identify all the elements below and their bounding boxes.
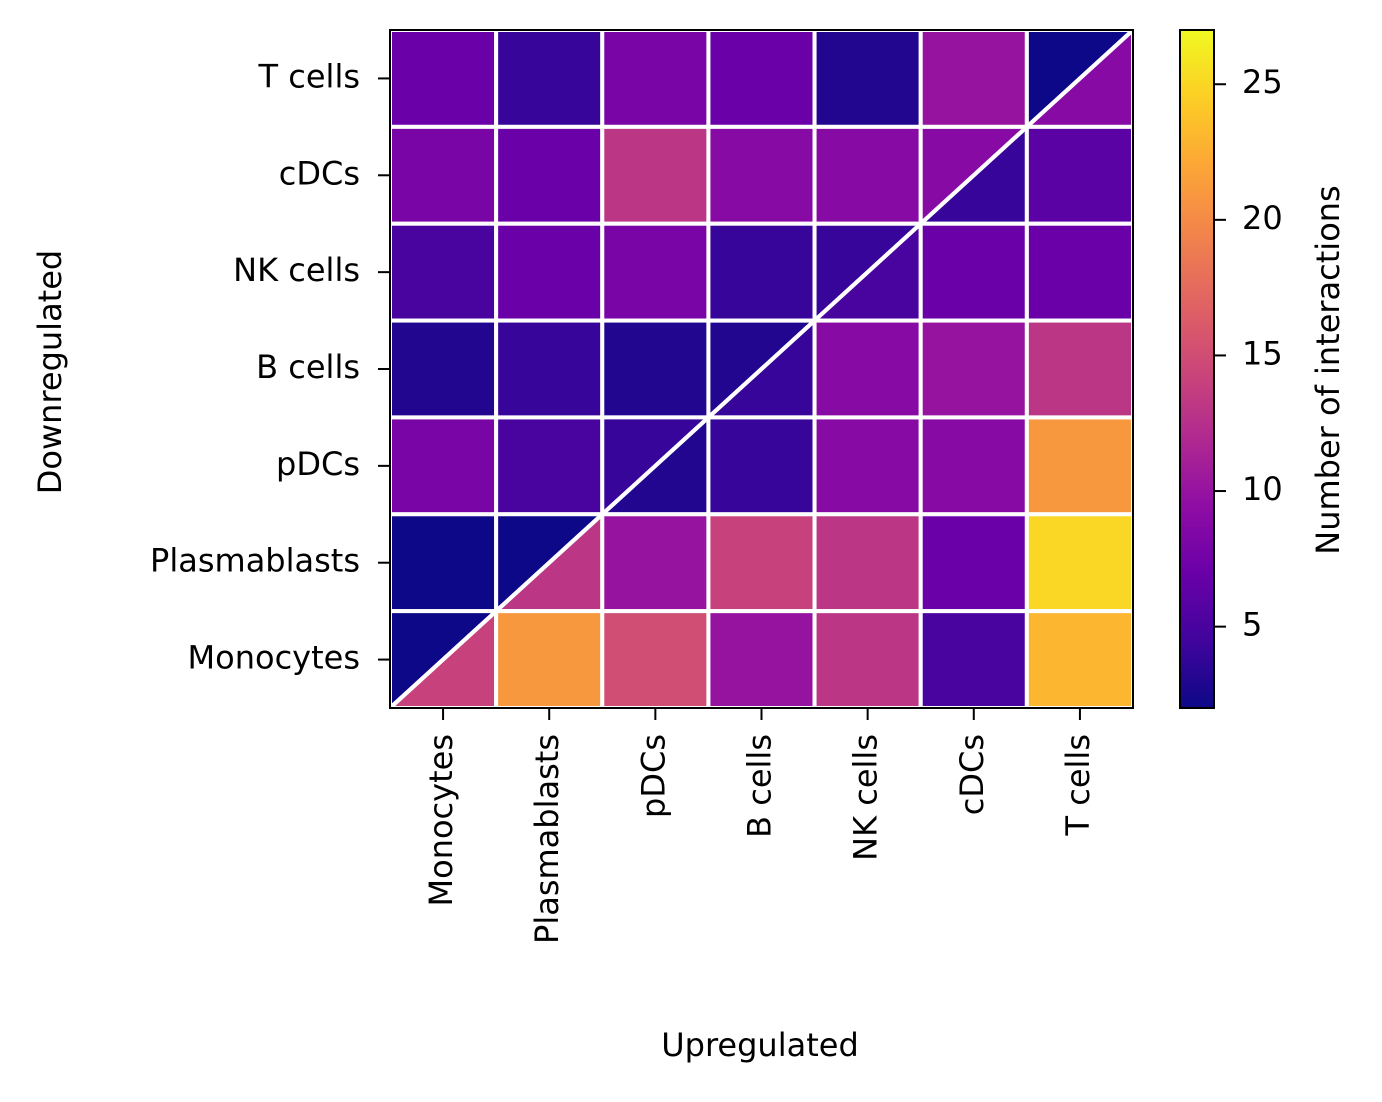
colorbar — [1179, 29, 1215, 709]
cell — [1024, 124, 1136, 226]
x-tick-label: T cells — [1059, 734, 1097, 836]
cell — [1024, 415, 1136, 517]
x-axis-title: Upregulated — [661, 1026, 859, 1064]
cell — [918, 609, 1029, 711]
cell — [706, 512, 817, 614]
cell — [494, 124, 605, 226]
cell — [494, 221, 605, 323]
colorbar-tick-label: 20 — [1242, 199, 1283, 237]
x-tick-label: cDCs — [953, 734, 991, 815]
x-tick-label: NK cells — [847, 734, 885, 861]
cell — [706, 124, 817, 226]
cell — [918, 318, 1029, 420]
cell — [812, 318, 923, 420]
cell — [918, 415, 1029, 517]
x-tick-label: Monocytes — [422, 734, 460, 906]
cell — [388, 28, 499, 129]
cell — [600, 124, 711, 226]
diagonal — [388, 28, 1135, 710]
cell — [388, 512, 499, 614]
colorbar-tick-label: 10 — [1242, 470, 1283, 508]
cell — [494, 318, 605, 420]
cell — [918, 512, 1029, 614]
cell — [918, 28, 1029, 129]
cell — [600, 221, 711, 323]
cell — [812, 28, 923, 129]
y-tick-label: B cells — [256, 348, 360, 386]
cell — [812, 609, 923, 711]
cell — [1024, 512, 1136, 614]
x-tick-label: pDCs — [634, 734, 672, 818]
colorbar-tick-label: 5 — [1242, 606, 1262, 644]
y-tick-label: pDCs — [276, 445, 360, 483]
cell — [706, 28, 817, 129]
colorbar-title: Number of interactions — [1309, 185, 1347, 554]
cell — [600, 28, 711, 129]
cell — [812, 415, 923, 517]
y-tick-label: cDCs — [279, 154, 360, 192]
cell — [812, 124, 923, 226]
cell — [388, 415, 499, 517]
colorbar-tick-label: 25 — [1242, 63, 1283, 101]
cell — [1024, 318, 1136, 420]
cell — [494, 609, 605, 711]
cell — [1024, 221, 1136, 323]
cell — [706, 221, 817, 323]
cell — [388, 318, 499, 420]
cell — [494, 415, 605, 517]
y-tick-label: NK cells — [233, 251, 360, 289]
x-tick-label: B cells — [741, 734, 779, 838]
cell — [600, 609, 711, 711]
cell — [706, 609, 817, 711]
cell — [1024, 609, 1136, 711]
y-tick-label: T cells — [258, 57, 360, 95]
colorbar-tick-label: 15 — [1242, 334, 1283, 372]
cell — [918, 221, 1029, 323]
cell — [812, 512, 923, 614]
cell — [388, 221, 499, 323]
cell — [600, 318, 711, 420]
y-tick-label: Plasmablasts — [150, 542, 360, 580]
y-axis-title: Downregulated — [31, 250, 69, 494]
cell — [494, 28, 605, 129]
x-tick-label: Plasmablasts — [528, 734, 566, 944]
cell — [706, 415, 817, 517]
y-tick-label: Monocytes — [188, 639, 360, 677]
cell — [600, 512, 711, 614]
cell — [388, 124, 499, 226]
